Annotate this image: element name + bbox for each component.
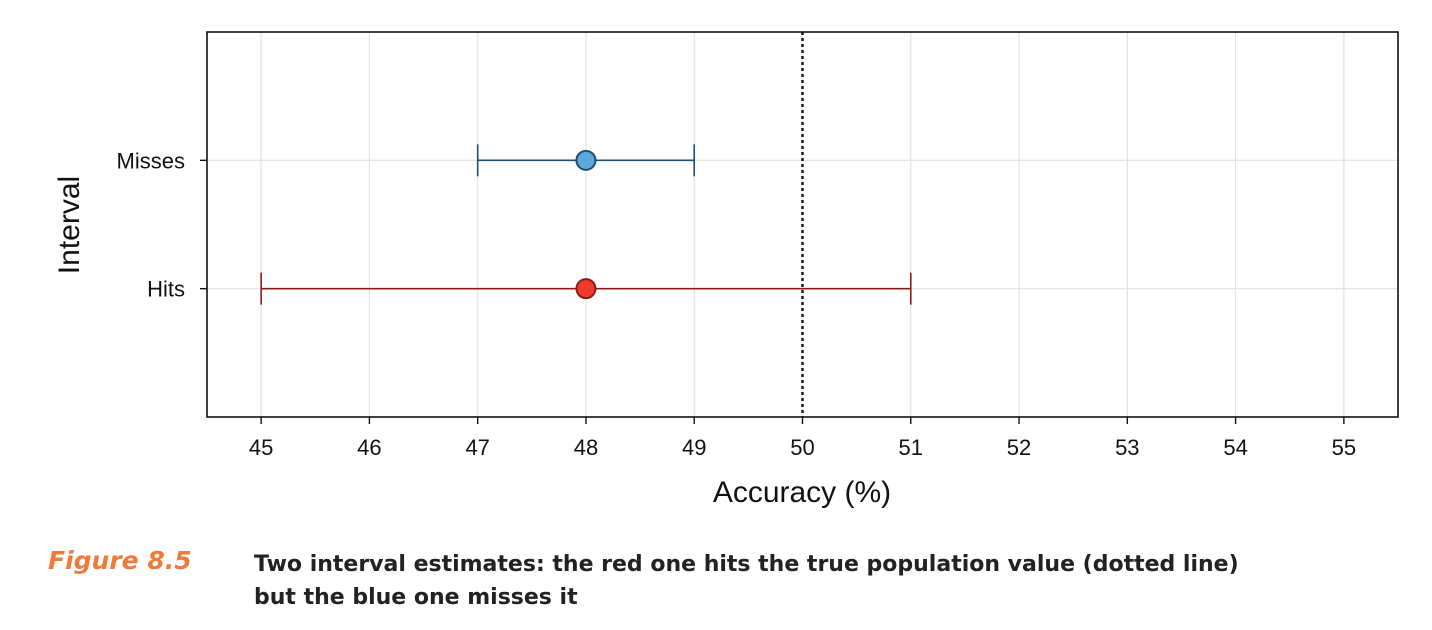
point-estimate [575,278,597,300]
x-tick-label: 55 [1332,435,1356,460]
x-tick-label: 46 [357,435,381,460]
y-axis-label: Interval [53,176,86,274]
y-axis: Misses Hits [117,148,207,302]
x-tick-label: 49 [682,435,706,460]
x-tick-label: 54 [1223,435,1247,460]
x-tick-label: 47 [465,435,489,460]
x-tick-label: 52 [1007,435,1031,460]
point-estimate [575,149,597,171]
x-axis: 45 46 47 48 49 50 51 52 53 54 55 [249,417,1356,460]
x-tick-label: 50 [790,435,814,460]
x-tick-label: 45 [249,435,273,460]
x-tick-label: 51 [899,435,923,460]
interval-hits [260,272,912,305]
y-tick-label: Misses [117,148,185,173]
series-group [260,144,912,305]
x-axis-label: Accuracy (%) [713,476,891,509]
x-tick-label: 53 [1115,435,1139,460]
caption-text: Two interval estimates: the red one hits… [254,552,1239,610]
interval-chart: Misses Hits 45 46 47 48 49 50 51 52 53 54 55 Accura… [53,31,1399,509]
figure-number: Figure 8.5 [48,546,192,575]
x-tick-label: 48 [574,435,598,460]
y-tick-label: Hits [147,277,185,302]
interval-misses [476,144,696,177]
